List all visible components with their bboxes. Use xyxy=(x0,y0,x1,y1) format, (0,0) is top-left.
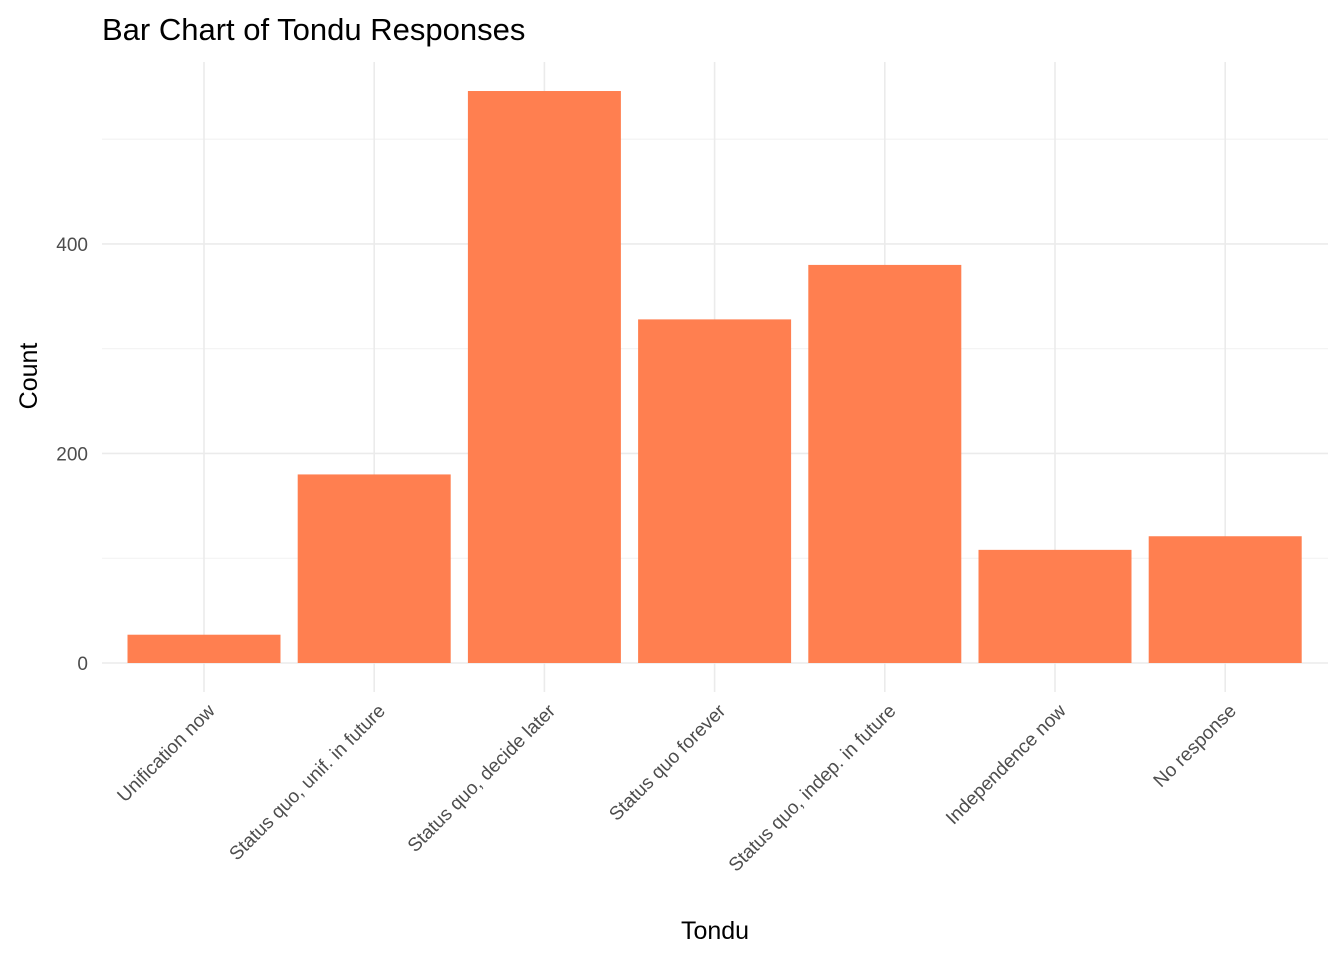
bar xyxy=(638,319,792,663)
y-tick-label: 200 xyxy=(56,444,88,465)
y-tick-label: 0 xyxy=(77,654,88,675)
y-tick-label: 400 xyxy=(56,235,88,256)
x-tick-label: Status quo, decide later xyxy=(404,700,560,856)
y-axis-ticks: 0 200 400 xyxy=(56,235,88,675)
x-tick-label: Status quo, indep. in future xyxy=(725,701,900,876)
x-tick-label: Unification now xyxy=(114,700,220,806)
bar xyxy=(467,91,621,664)
x-tick-label: No response xyxy=(1150,701,1241,792)
x-tick-label: Status quo forever xyxy=(605,700,730,825)
bar xyxy=(127,634,281,663)
x-tick-label: Independence now xyxy=(942,700,1071,829)
bars xyxy=(127,91,1302,664)
bar xyxy=(297,474,451,663)
bar xyxy=(1148,536,1302,663)
x-axis-title: Tondu xyxy=(681,917,749,945)
bar xyxy=(808,264,962,663)
chart-title: Bar Chart of Tondu Responses xyxy=(102,12,525,47)
bar xyxy=(978,549,1132,663)
x-tick-label: Status quo, unif. in future xyxy=(226,701,390,865)
x-axis-ticks: Unification now Status quo, unif. in futu… xyxy=(114,700,1241,876)
y-axis-title: Count xyxy=(15,343,43,410)
